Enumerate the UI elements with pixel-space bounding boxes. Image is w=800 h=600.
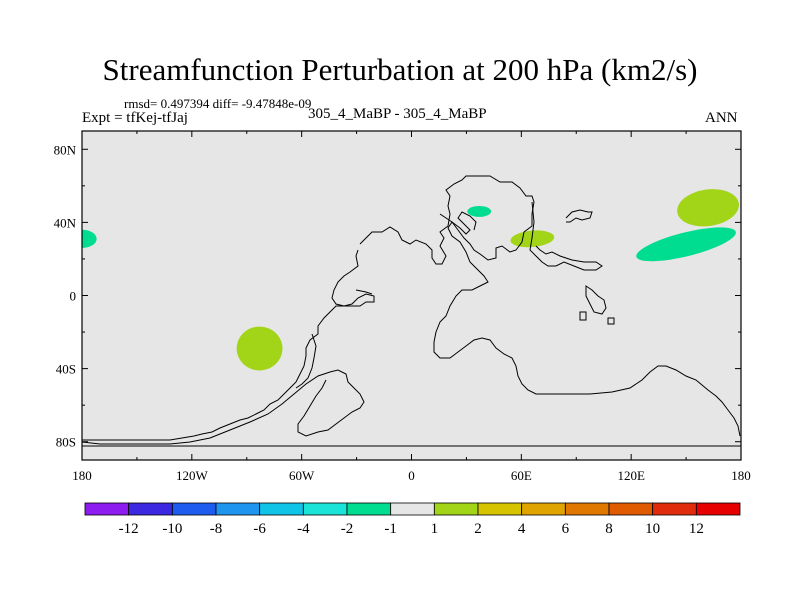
coastline-north-asia <box>565 209 593 223</box>
x-tick-label-4: 60E <box>511 468 532 483</box>
colorbar-box-4 <box>259 502 304 516</box>
coastline-antarctic-inner <box>82 369 365 445</box>
colorbar-box-14 <box>695 502 741 516</box>
colorbar: -12 -10 -8 -6 -4 -2 -1 1 2 4 6 8 10 12 <box>84 502 741 537</box>
y-tick-label-3: 40S <box>56 362 76 377</box>
anomaly-layer <box>82 189 739 371</box>
x-tick-label-3: 0 <box>408 468 415 483</box>
x-tick-label-6: 180 <box>731 468 751 483</box>
coastline-arabia <box>529 201 603 271</box>
coastline-inner-lake <box>295 333 317 389</box>
colorbar-label-3: -6 <box>253 521 266 537</box>
colorbar-box-12 <box>608 502 654 516</box>
y-tick-label-2: 0 <box>70 289 77 304</box>
colorbar-label-1: -10 <box>162 521 182 537</box>
coastline-south-america <box>82 249 375 441</box>
colorbar-label-12: 10 <box>645 521 660 537</box>
x-tick-label-1: 120W <box>176 468 209 483</box>
y-tick-label-1: 40N <box>54 215 77 230</box>
colorbar-label-7: 1 <box>431 521 439 537</box>
stats-label: rmsd= 0.497394 diff= -9.47848e-09 <box>124 96 312 111</box>
anomaly-blob-1 <box>636 227 736 262</box>
colorbar-label-9: 4 <box>518 521 526 537</box>
colorbar-label-10: 6 <box>562 521 570 537</box>
coastline-europe <box>439 211 477 235</box>
colorbar-label-2: -8 <box>210 521 223 537</box>
colorbar-label-0: -12 <box>119 521 139 537</box>
colorbar-box-9 <box>477 502 523 516</box>
season-label: ANN <box>705 110 738 126</box>
colorbar-box-8 <box>433 502 479 516</box>
colorbar-label-8: 2 <box>474 521 482 537</box>
x-tick-label-0: 180 <box>72 468 92 483</box>
colorbar-box-11 <box>564 502 610 516</box>
colorbar-label-4: -4 <box>297 521 310 537</box>
colorbar-box-6 <box>346 502 392 516</box>
colorbar-box-10 <box>521 502 566 516</box>
colorbar-label-11: 8 <box>605 521 613 537</box>
experiment-label: Expt = tfKej-tfJaj <box>82 110 188 126</box>
colorbar-box-0 <box>84 502 130 516</box>
x-tick-label-2: 60W <box>289 468 315 483</box>
colorbar-box-2 <box>171 502 217 516</box>
coastline-americas <box>359 175 741 437</box>
coastline-islands <box>579 285 615 325</box>
colorbar-box-7 <box>390 502 435 516</box>
colorbar-label-13: 12 <box>689 521 704 537</box>
anomaly-blob-4 <box>236 326 283 371</box>
chart-title: Streamfunction Perturbation at 200 hPa (… <box>102 52 698 87</box>
anomaly-blob-5 <box>82 229 97 248</box>
anomaly-blob-2 <box>467 205 492 217</box>
coastline-america-east <box>355 289 373 295</box>
colorbar-box-1 <box>128 502 173 516</box>
map-background <box>82 131 741 460</box>
y-tick-label-0: 80N <box>54 142 77 157</box>
x-tick-label-5: 120E <box>617 468 645 483</box>
axis-ticks: 180 120W 60W 0 60E 120E 180 80N 40N 0 40S 80S <box>54 131 751 483</box>
y-tick-label-4: 80S <box>56 435 76 450</box>
colorbar-label-5: -2 <box>341 521 354 537</box>
coastline-layer <box>82 175 741 447</box>
colorbar-label-6: -1 <box>384 521 397 537</box>
colorbar-box-13 <box>652 502 697 516</box>
anomaly-blob-0 <box>677 189 739 227</box>
colorbar-box-3 <box>215 502 261 516</box>
colorbar-box-5 <box>302 502 348 516</box>
case-label: 305_4_MaBP - 305_4_MaBP <box>308 106 487 122</box>
